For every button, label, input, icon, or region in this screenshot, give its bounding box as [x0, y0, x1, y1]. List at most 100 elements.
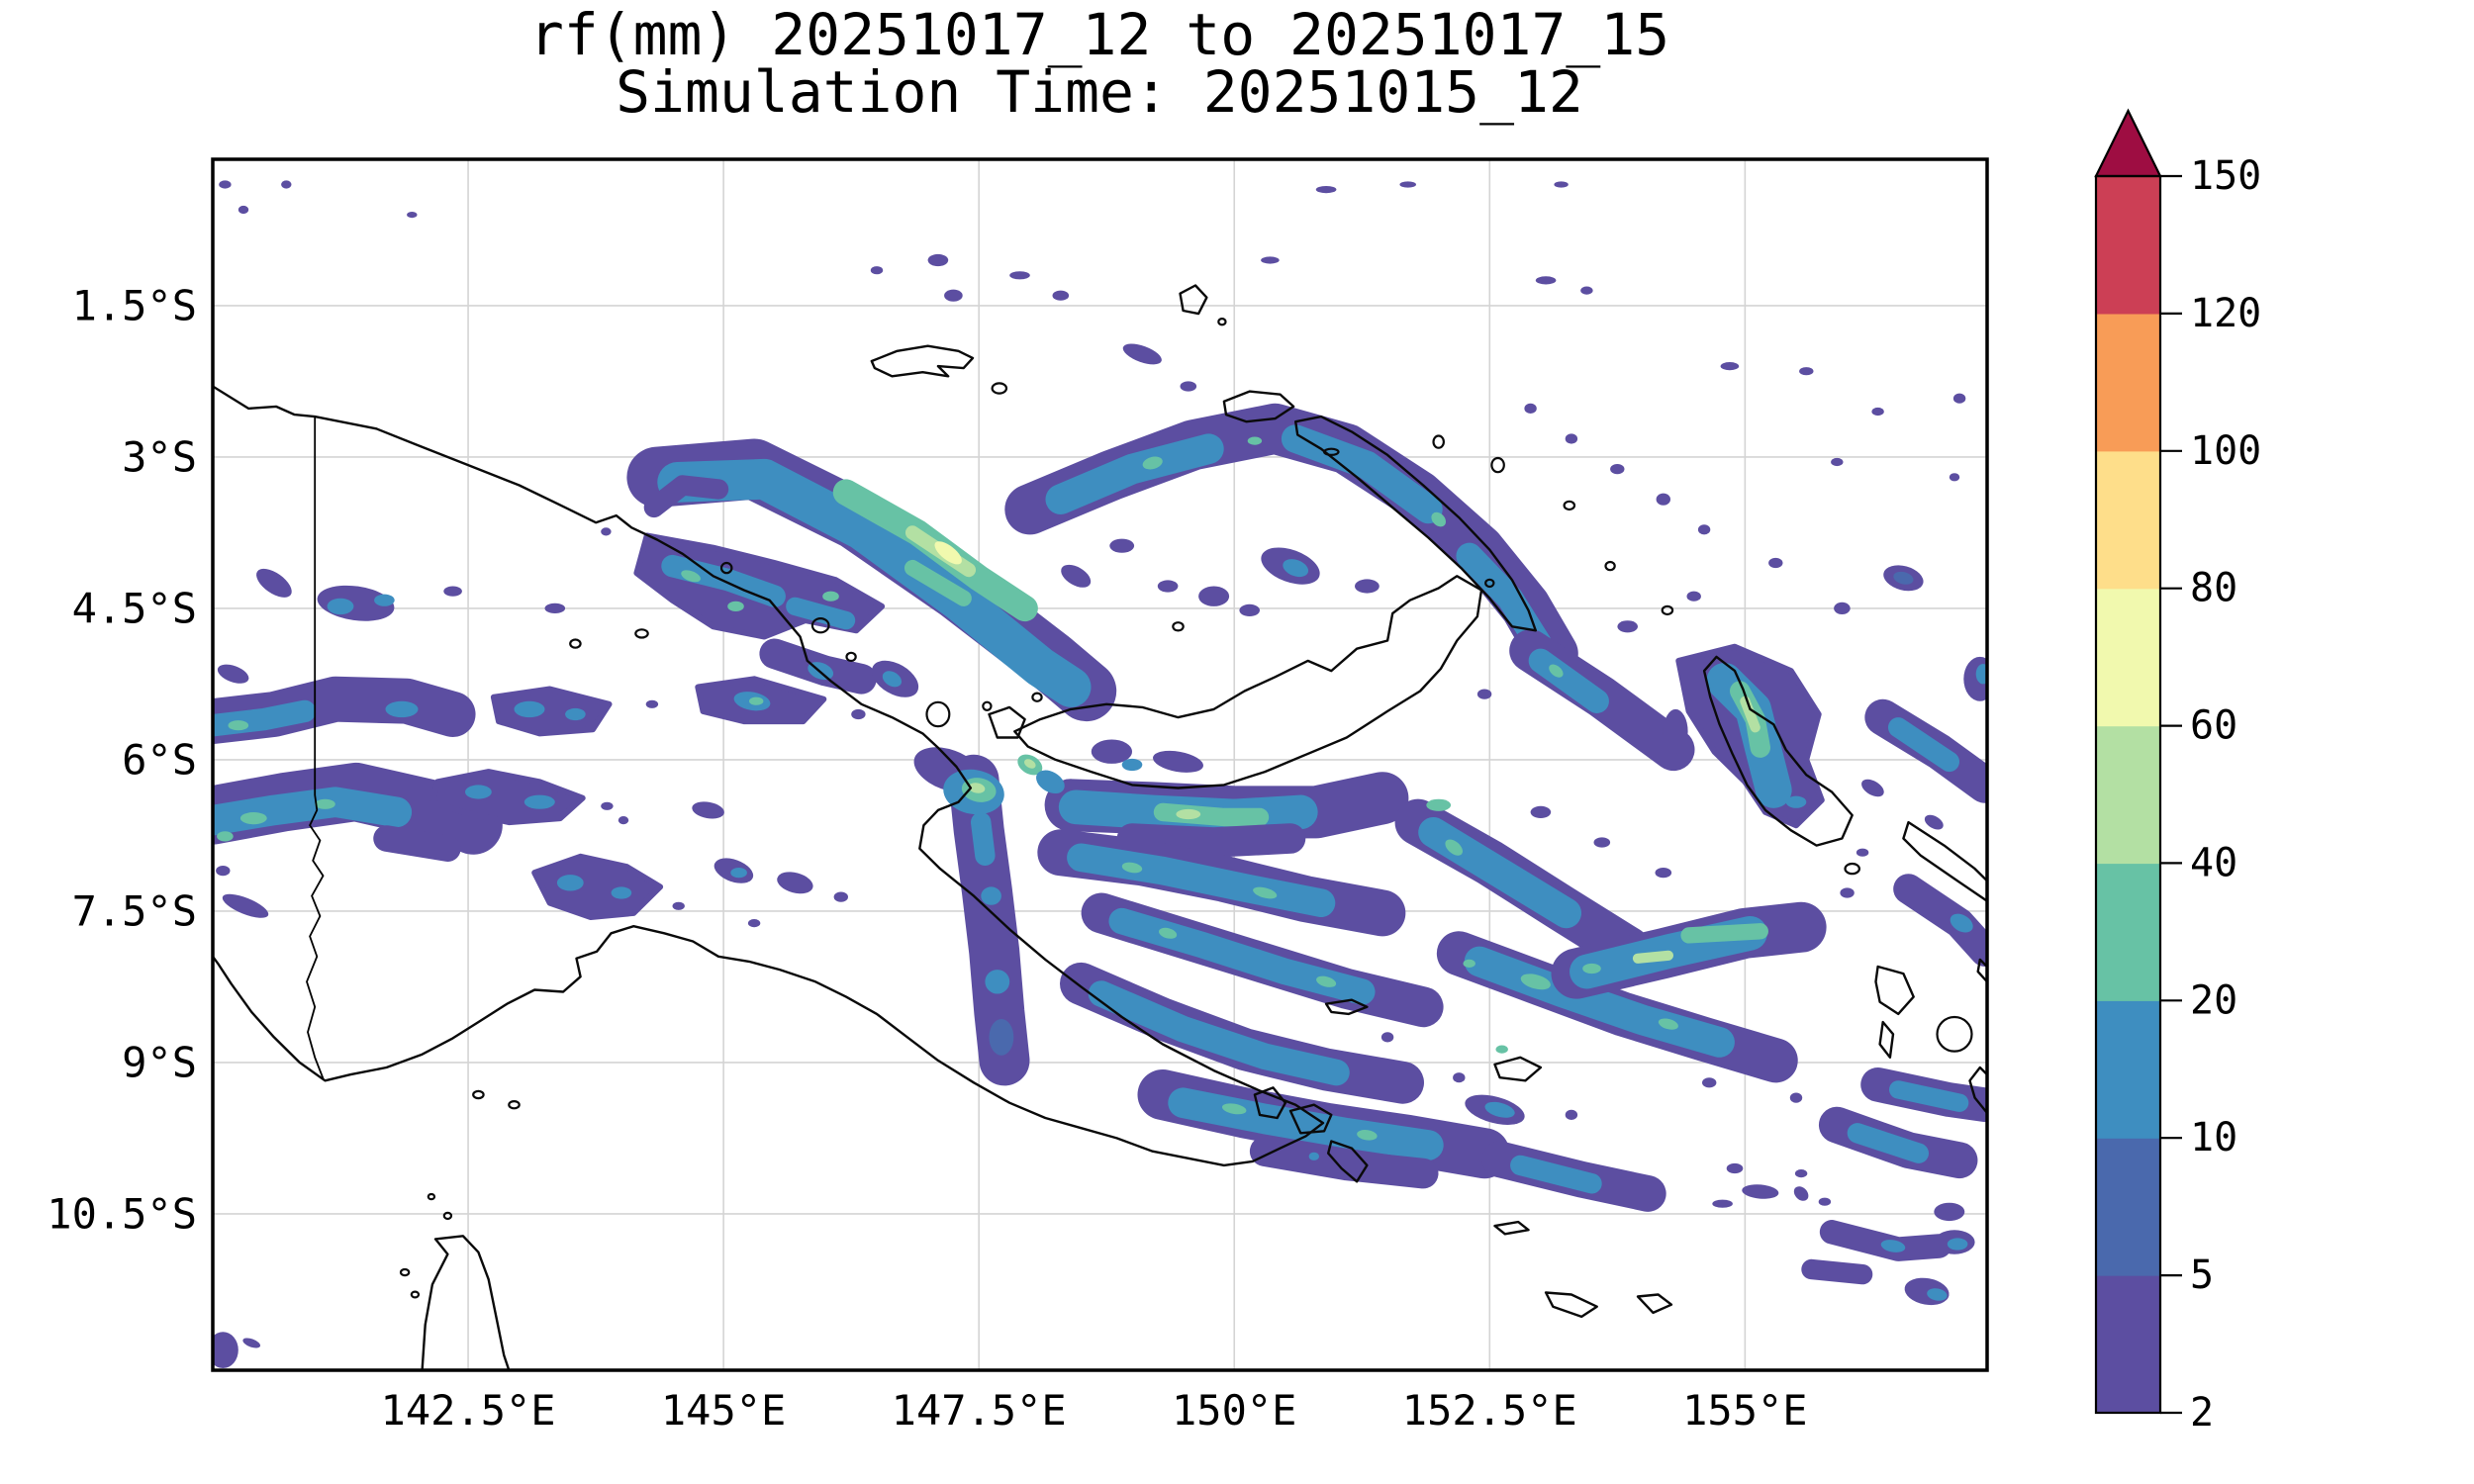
- y-tick-label: 9°S: [122, 1038, 197, 1086]
- rain-cell: [822, 591, 839, 602]
- colorbar-segment: [2096, 1000, 2160, 1139]
- coastline: [1288, 1103, 1333, 1135]
- rain-cell: [1355, 579, 1380, 594]
- colorbar-tick-label: 80: [2190, 566, 2237, 611]
- colorbar-tick-label: 5: [2190, 1252, 2214, 1298]
- coastline: [1253, 1086, 1287, 1120]
- y-tick-label: 6°S: [122, 735, 197, 784]
- rain-cell: [681, 570, 701, 583]
- colorbar-segment: [2096, 176, 2160, 315]
- y-tick-label: 4.5°S: [72, 584, 197, 632]
- rain-band: [213, 699, 317, 737]
- rain-cell: [217, 664, 249, 684]
- rain-cell: [1315, 186, 1337, 194]
- rain-cell: [1121, 862, 1143, 874]
- rain-band: [1067, 843, 1336, 917]
- map-frame: [211, 157, 1989, 1372]
- small-island: [1172, 621, 1185, 632]
- axis-labels-layer: 1.5°S 3°S 4.5°S 6°S 7.5°S 9°S 10.5°S 142.5°E 145…: [47, 281, 1807, 1435]
- rain-cell: [1554, 181, 1569, 188]
- rain-cell: [1476, 689, 1492, 699]
- rain-cell: [1794, 1169, 1808, 1178]
- rain-cell: [1357, 1130, 1378, 1141]
- rain-cell: [727, 601, 744, 611]
- rain-cell: [1610, 464, 1625, 475]
- colorbar-segment: [2096, 588, 2160, 727]
- rain-cell: [1153, 750, 1203, 773]
- rain-cell: [882, 671, 903, 688]
- rain-cell: [1198, 586, 1230, 606]
- rain-cell: [1726, 1162, 1744, 1174]
- rain-cell: [1593, 837, 1611, 848]
- coastline: [421, 1235, 511, 1370]
- small-island: [1490, 456, 1505, 474]
- rain-band: [1801, 1258, 1873, 1285]
- rain-cell: [1686, 591, 1701, 602]
- rain-cell: [1952, 393, 1966, 404]
- rain-patch: [531, 853, 664, 920]
- rain-cell: [374, 594, 395, 606]
- rain-cell: [256, 568, 292, 598]
- rain-cell: [1949, 473, 1960, 482]
- x-tick-label: 152.5°E: [1402, 1386, 1577, 1435]
- rain-cell: [1793, 1186, 1809, 1201]
- rain-cell: [1061, 564, 1092, 588]
- small-island: [991, 382, 1008, 395]
- coastline: [1493, 1220, 1530, 1236]
- rain-band: [1116, 823, 1306, 858]
- rain-cell: [851, 708, 866, 720]
- rain-band: [643, 475, 729, 518]
- rain-cell: [1157, 580, 1179, 593]
- rain-cell: [989, 1019, 1014, 1056]
- rain-cell: [327, 598, 354, 615]
- rain-cell: [315, 798, 335, 809]
- rain-cell: [1893, 571, 1914, 585]
- rain-cell: [1091, 739, 1132, 764]
- rain-cell: [985, 970, 1010, 994]
- rain-cell: [1484, 1101, 1515, 1118]
- rain-band: [904, 559, 972, 606]
- small-island: [1661, 604, 1674, 616]
- rain-cell: [228, 720, 249, 731]
- small-island: [508, 1099, 521, 1110]
- rain-cell: [565, 707, 586, 721]
- small-island: [1484, 578, 1495, 589]
- rain-cell: [1399, 181, 1416, 188]
- rain-cell: [216, 866, 231, 877]
- rain-cell: [1947, 1238, 1968, 1251]
- rain-cell: [1975, 664, 1987, 685]
- y-tick-label: 10.5°S: [47, 1189, 197, 1238]
- rain-cell: [833, 891, 848, 902]
- coastline: [1902, 820, 1987, 902]
- rain-cell: [981, 886, 1001, 905]
- y-tick-label: 3°S: [122, 432, 197, 481]
- rain-cell: [1663, 708, 1688, 754]
- rain-cell: [222, 893, 269, 918]
- rain-cell: [672, 901, 685, 910]
- small-island: [472, 1089, 485, 1100]
- coastline: [1702, 655, 1854, 847]
- rain-cell: [1697, 524, 1711, 535]
- small-island: [982, 700, 993, 712]
- rain-cell: [1818, 1197, 1832, 1206]
- rain-cell: [1712, 1199, 1733, 1208]
- rain-band: [1893, 874, 1987, 967]
- rain-cell: [1617, 620, 1638, 633]
- rain-cell: [601, 527, 612, 536]
- rain-cell: [1742, 1184, 1779, 1199]
- rain-cell: [1253, 886, 1278, 899]
- rain-cell: [407, 212, 418, 219]
- coastline: [1327, 1140, 1369, 1183]
- rain-band: [971, 811, 996, 866]
- figure-title: rf(mm) 20251017_12 to 20251017_15: [528, 1, 1670, 68]
- rainfall-contour-layer: [213, 180, 1987, 1368]
- rain-cell: [870, 266, 884, 275]
- rain-cell: [1308, 1152, 1319, 1160]
- rain-cell: [1453, 1072, 1466, 1083]
- rain-cell: [1856, 848, 1869, 857]
- colorbar-tick-label: 40: [2190, 840, 2237, 885]
- coastline: [1013, 575, 1483, 789]
- rain-band: [1680, 923, 1768, 944]
- rain-band: [1088, 980, 1350, 1086]
- rain-cell: [618, 816, 629, 825]
